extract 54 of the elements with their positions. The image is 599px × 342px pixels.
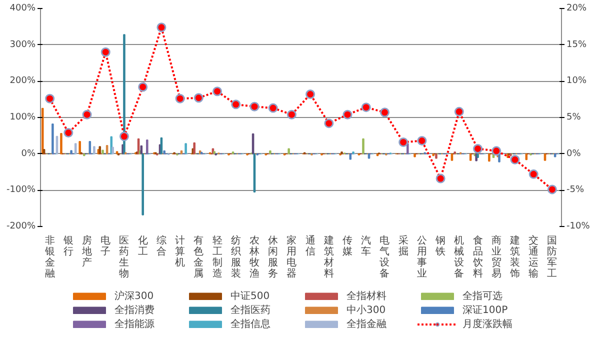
x-tick-label: 轻工制造 [212, 234, 222, 280]
x-tick-label: 综合 [156, 234, 166, 258]
y2-tick-label: -5% [566, 185, 584, 196]
x-tick-label: 公用事业 [416, 234, 427, 280]
y-tick-label: 0% [21, 148, 36, 159]
y2-tick-label: 20% [566, 4, 587, 14]
legend-label: 月度涨跌幅 [462, 318, 514, 331]
x-tick-label: 纺织服装 [230, 234, 241, 280]
legend-label: 全指消费 [114, 304, 156, 317]
x-tick-label: 汽车 [361, 234, 372, 258]
x-tick-label: 化工 [138, 234, 148, 258]
x-tick-label: 有色金属 [194, 234, 204, 280]
y-tick-label: 300% [10, 40, 36, 50]
y2-tick-label: 0% [566, 148, 582, 159]
y2-tick-label: 10% [566, 76, 587, 86]
legend-label: 全指医药 [230, 304, 272, 317]
legend-label: 全指材料 [346, 290, 388, 303]
x-tick-label: 采掘 [398, 234, 408, 258]
x-tick-label: 交通运输 [528, 234, 539, 280]
y2-tick-label: -10% [566, 222, 590, 232]
legend-label: 深证100P [462, 304, 509, 317]
y-tick-label: -200% [6, 222, 36, 232]
x-tick-label: 传媒 [342, 236, 353, 258]
x-tick-label: 商业贸易 [491, 234, 502, 280]
legend-label: 沪深300 [114, 290, 155, 303]
x-tick-label: 机械设备 [454, 234, 464, 280]
legend-label: 中小300 [346, 304, 387, 317]
legend-label: 中证500 [230, 290, 271, 303]
y-tick-label: 200% [10, 76, 36, 86]
legend-label: 全指信息 [230, 318, 272, 331]
x-tick-label: 电子 [100, 234, 111, 258]
y-tick-label: 400% [10, 4, 36, 14]
legend-label: 全指金融 [346, 318, 388, 331]
x-tick-label: 农林牧渔 [248, 236, 260, 280]
y-tick-label: -100% [6, 185, 36, 196]
y2-tick-label: 5% [566, 112, 582, 122]
x-tick-label: 银行 [62, 236, 74, 258]
x-tick-label: 建筑材料 [322, 234, 334, 280]
x-tick-label: 建筑装饰 [508, 234, 520, 280]
x-tick-label: 计算机 [175, 234, 186, 268]
x-tick-label: 通信 [305, 234, 316, 258]
x-tick-label: 国防军工 [547, 236, 558, 280]
x-tick-label: 钢铁 [434, 236, 446, 258]
x-tick-label: 休闲服务 [268, 236, 278, 280]
y2-tick-label: 15% [566, 40, 587, 50]
x-tick-label: 医药生物 [119, 236, 130, 280]
x-tick-label: 食品饮料 [472, 234, 483, 280]
x-tick-label: 家用电器 [286, 234, 297, 280]
legend-label: 全指可选 [462, 290, 504, 303]
y-tick-label: 100% [10, 112, 36, 122]
x-tick-label: 电气设备 [380, 234, 390, 280]
legend-label: 全指能源 [114, 318, 156, 331]
x-tick-label: 房地产 [81, 234, 92, 268]
x-tick-label: 非银金融 [44, 234, 55, 280]
